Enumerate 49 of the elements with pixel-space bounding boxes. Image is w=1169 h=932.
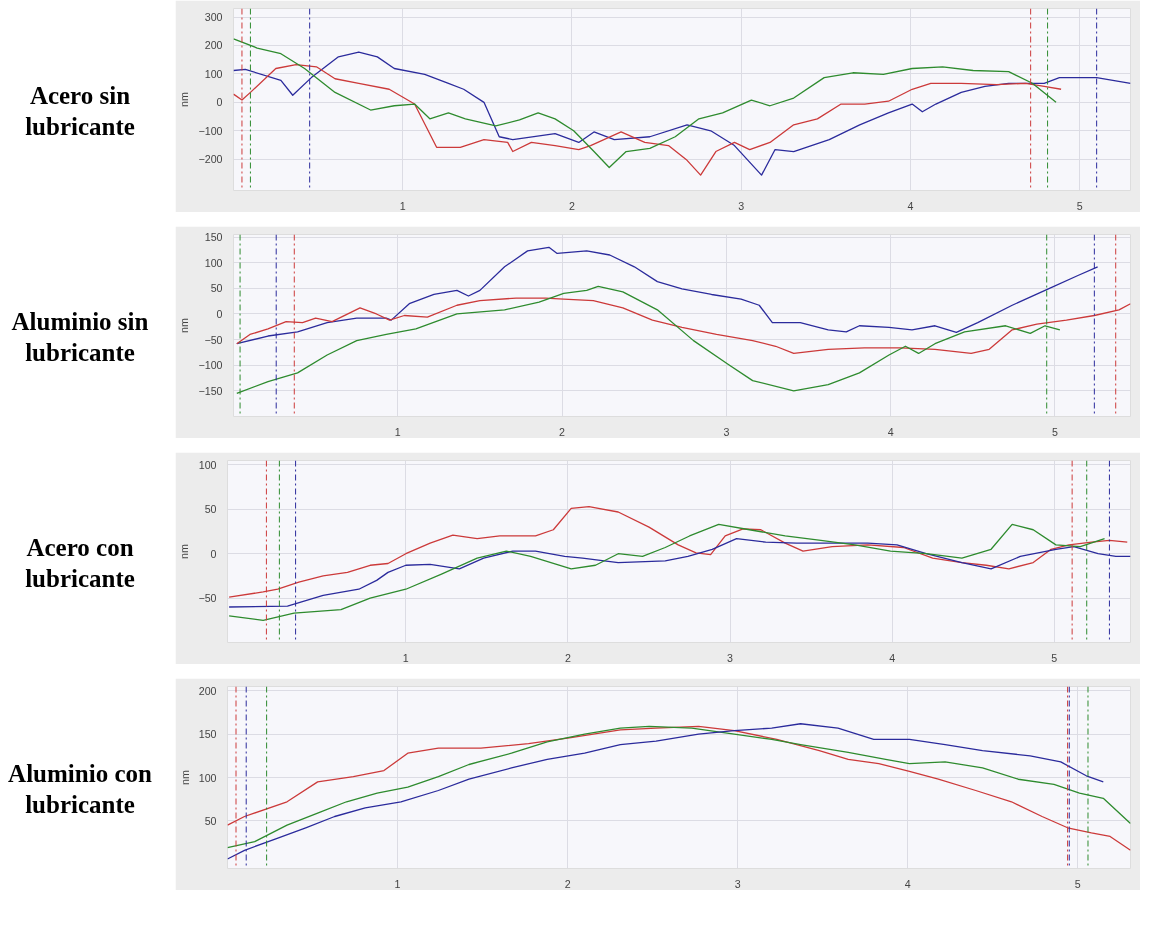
x-tick-label: 2: [564, 651, 571, 664]
x-tick-label: 2: [569, 199, 576, 212]
y-tick-label: 0: [216, 96, 223, 109]
y-axis-title: nm: [178, 317, 191, 333]
y-tick-label: 100: [204, 67, 223, 80]
y-tick-label: 150: [204, 231, 223, 244]
y-tick-label: −100: [198, 359, 223, 372]
y-tick-label: 300: [204, 11, 223, 24]
x-tick-label: 5: [1051, 425, 1058, 438]
y-axis-title: nm: [178, 543, 191, 559]
x-tick-label: 1: [394, 425, 401, 438]
y-tick-label: 100: [198, 771, 217, 784]
x-tick-label: 1: [402, 651, 409, 664]
x-tick-label: 2: [564, 877, 571, 890]
x-tick-label: 1: [399, 199, 406, 212]
y-tick-label: 0: [210, 547, 217, 560]
text: Aluminio sin lubricante: [10, 306, 150, 368]
y-tick-label: −200: [198, 153, 223, 166]
text: Aluminio con lubricante: [7, 758, 153, 820]
x-tick-label: 4: [907, 199, 914, 212]
y-axis-title: nm: [178, 769, 191, 785]
x-tick-label: 5: [1074, 877, 1081, 890]
x-tick-label: 3: [734, 877, 741, 890]
x-tick-label: 3: [738, 199, 745, 212]
y-tick-label: 0: [216, 307, 223, 320]
x-tick-label: 4: [887, 425, 894, 438]
y-tick-label: 100: [204, 256, 223, 269]
y-axis-title: nm: [178, 91, 191, 107]
y-tick-label: −100: [198, 124, 223, 137]
y-tick-label: −150: [198, 384, 223, 397]
text: Acero con lubricante: [24, 532, 136, 594]
x-tick-label: 5: [1051, 651, 1058, 664]
y-tick-label: 50: [204, 503, 217, 516]
y-tick-label: 200: [204, 39, 223, 52]
x-tick-label: 2: [559, 425, 566, 438]
x-tick-label: 5: [1076, 199, 1083, 212]
x-tick-label: 3: [723, 425, 730, 438]
y-tick-label: 150: [198, 728, 217, 741]
x-tick-label: 1: [394, 877, 401, 890]
x-tick-label: 4: [904, 877, 911, 890]
y-tick-label: 100: [198, 458, 217, 471]
x-tick-label: 3: [727, 651, 734, 664]
y-tick-label: 50: [204, 814, 217, 827]
y-tick-label: −50: [198, 592, 217, 605]
y-tick-label: 200: [198, 684, 217, 697]
y-tick-label: 50: [210, 282, 223, 295]
text: Acero sin lubricante: [24, 80, 136, 142]
y-tick-label: −50: [204, 333, 223, 346]
x-tick-label: 4: [889, 651, 896, 664]
